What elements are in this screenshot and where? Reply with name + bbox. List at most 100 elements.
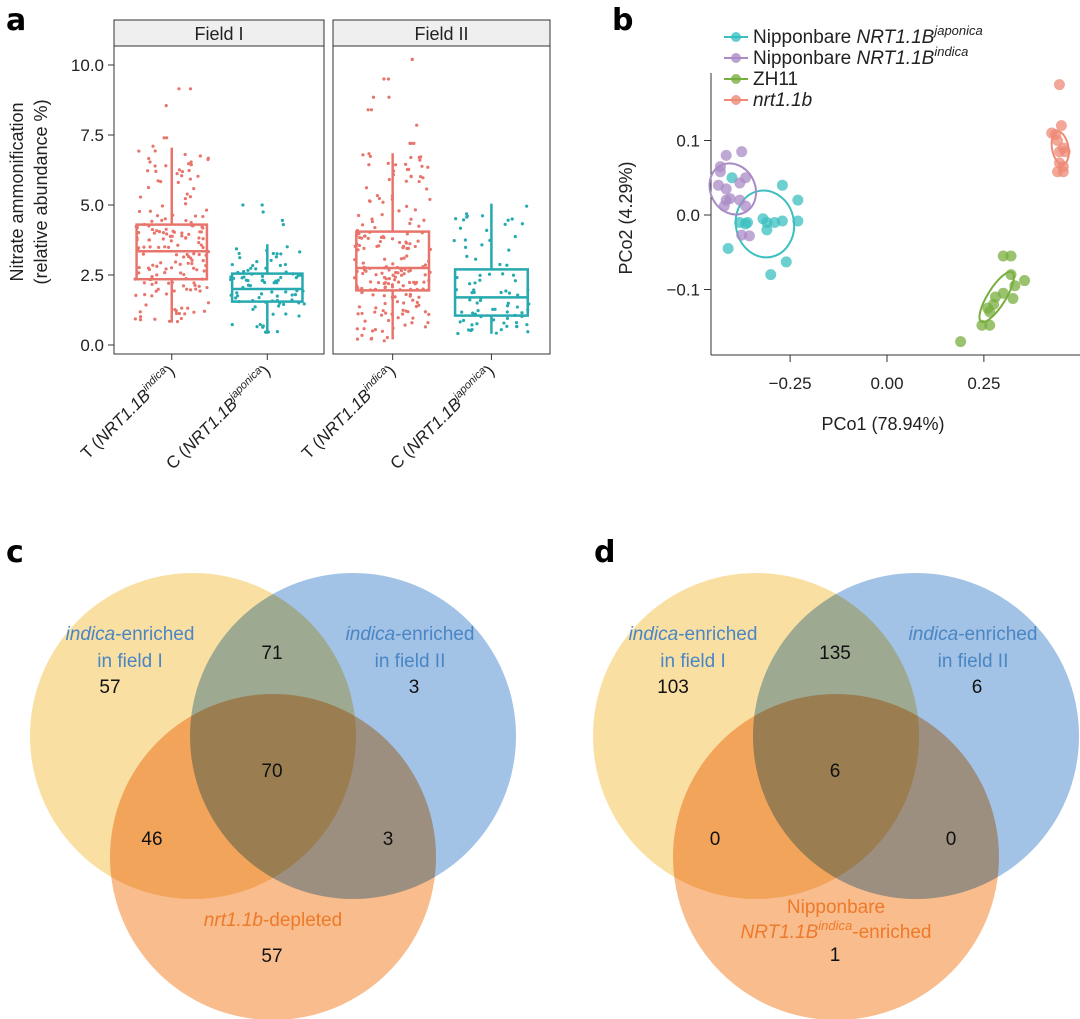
data-point [201, 258, 205, 263]
scatter-point [720, 149, 732, 161]
data-point [155, 229, 159, 233]
data-point [506, 218, 510, 222]
data-point [167, 281, 171, 285]
data-point [173, 260, 178, 264]
data-point [138, 318, 143, 322]
data-point [285, 245, 289, 249]
data-point [154, 289, 158, 293]
data-point [255, 260, 259, 264]
data-point [201, 245, 205, 250]
data-point [182, 255, 186, 259]
legend-marker [731, 53, 741, 63]
data-point [355, 327, 359, 331]
outlier-point [281, 223, 285, 227]
data-point [190, 261, 194, 266]
data-point [458, 226, 463, 230]
data-point [505, 263, 509, 267]
data-point [185, 287, 189, 291]
data-point [419, 175, 423, 179]
data-point [487, 272, 492, 276]
data-point [491, 318, 496, 322]
data-point [183, 152, 187, 157]
data-point [184, 202, 188, 206]
data-point [175, 172, 179, 176]
data-point [202, 309, 207, 313]
legend-label-plain: Nipponbare [753, 48, 857, 69]
data-point [405, 232, 409, 236]
data-point [276, 278, 280, 282]
data-point [302, 302, 306, 306]
data-point [179, 316, 183, 321]
x-axis-title: PCo1 (78.94%) [821, 414, 944, 434]
y-tick-label: 0.0 [80, 336, 104, 355]
venn-label-rest: -enriched [115, 624, 194, 645]
data-point [393, 163, 398, 167]
data-point [183, 312, 187, 316]
data-point [406, 310, 410, 314]
data-point [367, 163, 371, 167]
series-nrt1-1b [722, 172, 804, 281]
data-point [298, 250, 302, 254]
y-tick-label: 7.5 [80, 126, 104, 145]
data-point [238, 256, 242, 260]
data-point [408, 294, 412, 298]
data-point [290, 293, 294, 297]
data-point [279, 252, 283, 256]
data-point [423, 325, 428, 329]
data-point [174, 311, 179, 316]
facet-panel-border [113, 45, 325, 355]
data-point [235, 294, 240, 298]
data-point [177, 168, 182, 172]
data-point [163, 217, 167, 221]
data-point [296, 274, 300, 278]
data-point [390, 283, 395, 287]
data-point [460, 310, 464, 314]
label-gene: NRT1.1B [178, 394, 241, 457]
legend-label-italic: NRT1.1B [857, 48, 935, 69]
legend-label-plain: ZH11 [753, 69, 798, 90]
outlier-point [188, 87, 193, 91]
venn-label-italic: indica [909, 624, 959, 645]
data-point [397, 240, 402, 245]
data-point [526, 330, 530, 334]
data-point [370, 336, 374, 340]
data-point [160, 218, 164, 222]
data-point [185, 192, 189, 196]
data-point [138, 310, 142, 314]
data-point [386, 161, 390, 165]
y-axis-title-line2: (relative abundance %) [31, 99, 51, 284]
data-point [155, 273, 159, 277]
data-point [400, 312, 405, 316]
data-point [161, 237, 165, 241]
data-point [505, 310, 509, 314]
outlier-point [409, 141, 413, 145]
venn-set-label-3: NRT1.1Bindica-enriched [741, 918, 932, 943]
data-point [183, 196, 187, 201]
data-point [393, 278, 397, 282]
data-point [364, 186, 369, 190]
data-point [151, 263, 155, 267]
data-point [383, 286, 387, 290]
data-point [401, 284, 405, 288]
data-point [153, 317, 157, 321]
data-point [192, 266, 196, 270]
data-point [393, 275, 397, 279]
data-point [154, 281, 158, 285]
data-point [376, 280, 381, 285]
data-point [259, 292, 264, 296]
data-point [458, 320, 462, 324]
data-point [465, 254, 469, 258]
data-point [417, 179, 421, 184]
data-point [201, 226, 205, 230]
data-point [360, 311, 364, 316]
data-point [361, 153, 365, 157]
data-point [361, 223, 365, 227]
data-point [396, 271, 400, 275]
data-point [142, 245, 146, 249]
data-point [150, 294, 154, 298]
data-point [271, 251, 275, 256]
outlier-point [410, 57, 414, 62]
data-point [383, 257, 387, 261]
data-point [399, 269, 404, 273]
